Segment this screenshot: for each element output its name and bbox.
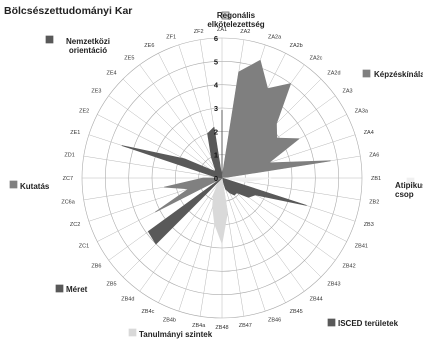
axis-label: ZA2b [290,43,303,49]
axis-label: ZE4 [107,71,117,77]
legend-label: csop [395,190,414,199]
grid-spoke [158,177,223,303]
axis-label: ZA2d [327,71,340,77]
legend-swatch [327,318,336,327]
axis-label: ZA3 [343,88,353,94]
legend-swatch [45,35,54,44]
axis-label: ZF1 [166,34,176,40]
axis-label: ZB6 [91,264,101,270]
axis-label: ZF2 [194,29,204,35]
legend-label: ISCED területek [338,319,399,328]
axis-label: ZC7 [63,176,73,182]
axis-label: ZB48 [215,325,228,331]
axis-label: ZB41 [355,244,368,250]
tick-label: 3 [214,104,218,113]
axis-label: ZB46 [268,318,281,324]
axis-label: ZB2 [369,199,379,205]
series-area [121,126,223,179]
legend-label: Képzéskínálat [374,70,423,79]
grid-spoke [122,78,223,179]
axis-label: ZB5 [107,281,117,287]
axis-label: ZA1 [217,27,227,33]
axis-label: ZE2 [79,108,89,114]
series-area [155,177,223,213]
legend-swatch [128,328,137,337]
axis-label: ZE5 [124,56,134,62]
axis-label: ZA2a [268,34,282,40]
axis-label: ZB43 [327,281,340,287]
radar-series [121,60,331,245]
tick-label: 0 [214,174,218,183]
chart-title: Bölcsészettudományi Kar [4,5,132,17]
axis-label: ZC6a [61,199,75,205]
legend-swatch [55,284,64,293]
tick-label: 2 [214,127,218,136]
axis-label: ZB4a [192,323,206,329]
axis-label: ZA6 [369,153,379,159]
axis-label: ZB47 [239,323,252,329]
legend-label: orientáció [69,46,107,55]
grid-spoke [221,177,286,303]
series-area [212,177,228,244]
axis-label: ZA4 [364,130,374,136]
legend-swatch [406,177,415,186]
axis-label: ZA2 [240,29,250,35]
legend-label: elkötelezettség [207,20,264,29]
grid-spoke [221,177,305,292]
legend-label: Kutatás [20,182,50,191]
series-area [147,177,223,245]
axis-label: ZD1 [64,153,74,159]
axis-label: ZB44 [310,297,323,303]
axis-label: ZB4c [142,309,155,315]
tick-label: 5 [214,57,218,66]
axis-label: ZB42 [343,264,356,270]
grid-spoke [83,155,223,179]
axis-label: ZE3 [91,88,101,94]
grid-spoke [221,177,266,312]
axis-label: ZA3a [355,108,369,114]
axis-label: ZE1 [70,130,80,136]
series-area [221,177,307,206]
axis-label: ZB45 [290,309,303,315]
axis-label: ZC2 [70,222,80,228]
tick-label: 4 [214,81,219,90]
legend-label: Nemzetközi [66,37,110,46]
axis-label: ZC1 [79,244,89,250]
legend-swatch [221,11,230,20]
grid-spoke [221,177,322,278]
grid-spoke [139,177,223,292]
axis-label: ZB3 [364,222,374,228]
series-area [221,177,272,183]
legend-label: Regonális [217,11,256,20]
legend-swatch [362,69,371,78]
axis-label: ZB4b [163,318,176,324]
grid-spoke [108,95,223,179]
grid-spoke [139,64,223,179]
axis-labels: ZA1 ZA2 ZA2a ZA2b ZA2c ZA2d ZA3 ZA3a ZA4 ZA6 ZB1 ZB… [61,27,381,331]
legend-label: Méret [66,285,88,294]
radial-ticks: 0 1 2 3 4 5 6 [214,34,219,183]
axis-label: ZB1 [371,176,381,182]
axis-label: ZE6 [144,43,154,49]
axis-label: ZA2c [310,56,323,62]
legend-label: Atipikus [395,181,423,190]
axis-label: ZB4d [121,297,134,303]
tick-label: 1 [214,151,218,160]
series-area [221,60,331,179]
tick-label: 6 [214,34,218,43]
legend-label: Tanulmányi szintek [139,330,213,339]
legend-swatch [9,180,18,189]
